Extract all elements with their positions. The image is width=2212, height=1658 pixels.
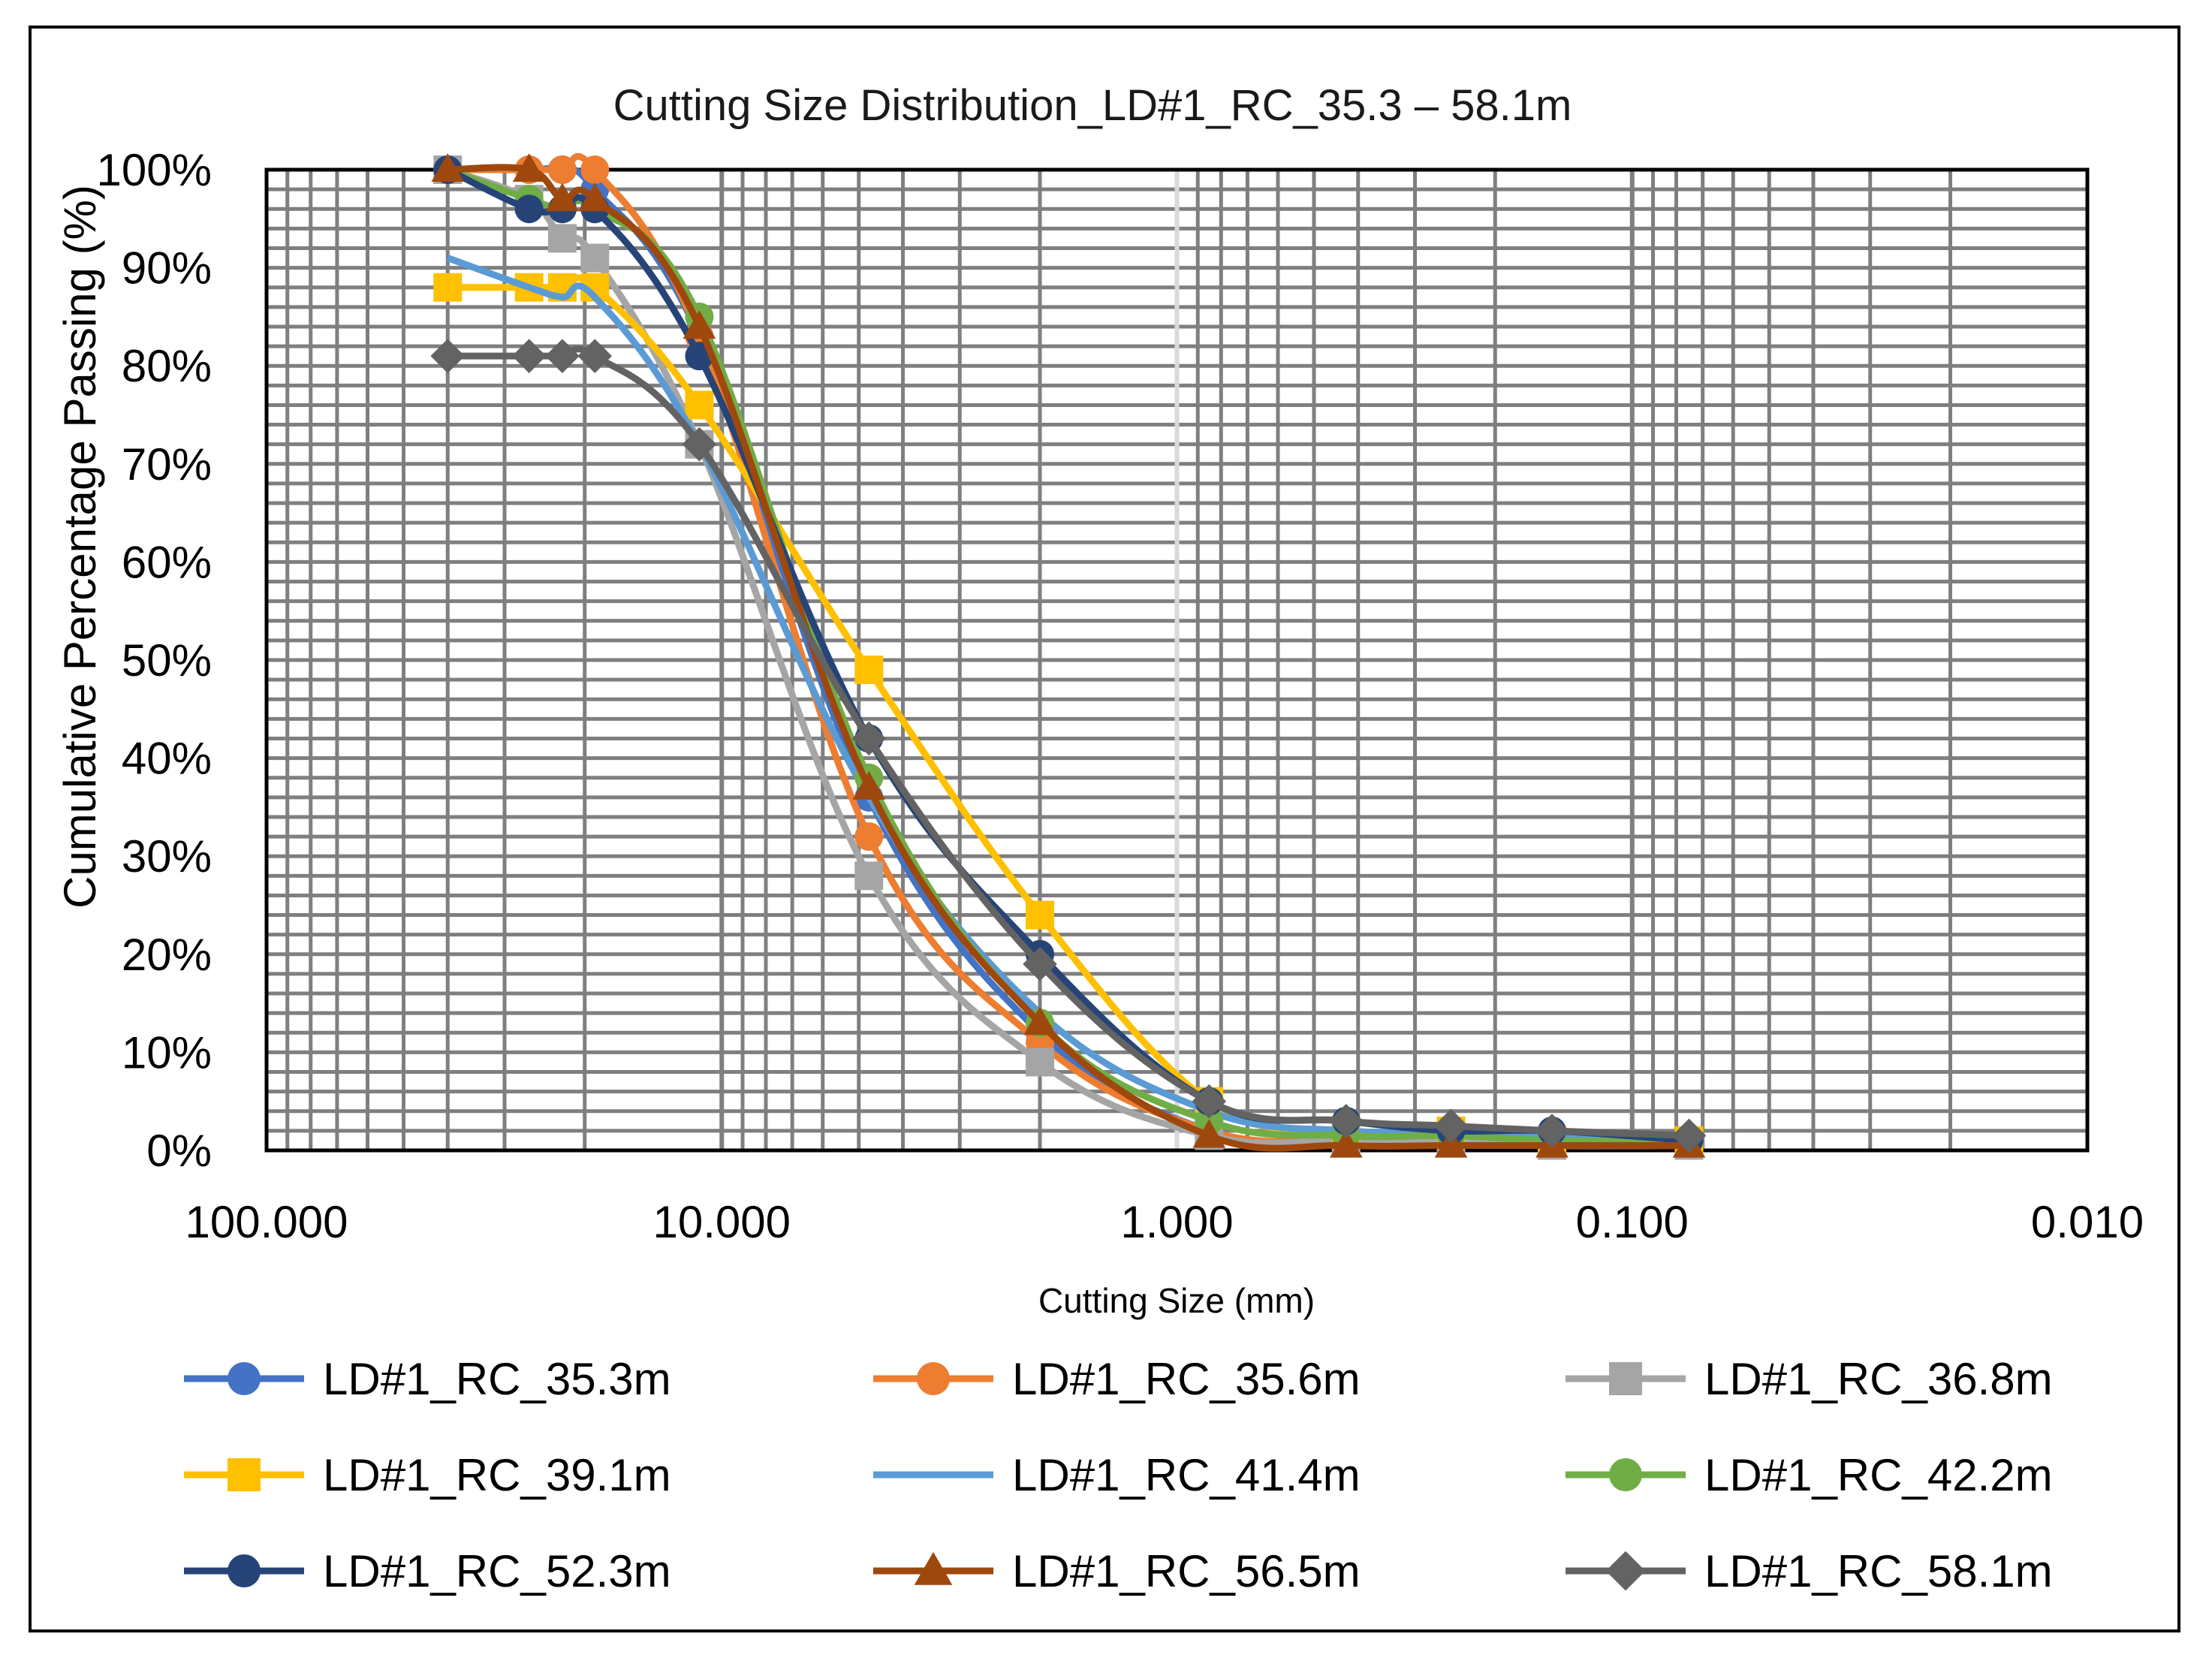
legend-label: LD#1_RC_35.3m bbox=[323, 1354, 671, 1404]
legend-item: LD#1_RC_42.2m bbox=[1566, 1450, 2053, 1500]
data-point bbox=[580, 155, 610, 184]
y-axis-ticks: 0% 10% 20% 30% 40% 50% 60% 70% 80% 90% 100% bbox=[97, 145, 212, 1176]
series-9 bbox=[430, 339, 1707, 1153]
y-axis-label: Cumulative Percentage Passing (%) bbox=[55, 185, 105, 909]
data-point bbox=[545, 339, 580, 373]
data-point bbox=[1434, 1129, 1468, 1158]
legend-label: LD#1_RC_56.5m bbox=[1012, 1546, 1361, 1596]
data-point bbox=[546, 182, 579, 212]
legend-label: LD#1_RC_39.1m bbox=[323, 1450, 671, 1500]
data-point bbox=[685, 390, 714, 420]
data-point bbox=[914, 1551, 953, 1585]
data-point bbox=[430, 339, 466, 373]
y-tick-label: 10% bbox=[122, 1027, 212, 1078]
legend-item: LD#1_RC_52.3m bbox=[184, 1546, 671, 1596]
data-point bbox=[854, 861, 884, 891]
data-point bbox=[1026, 900, 1055, 930]
legend-item: LD#1_RC_35.3m bbox=[184, 1354, 671, 1404]
legend-item: LD#1_RC_35.6m bbox=[873, 1354, 1361, 1404]
data-point bbox=[547, 224, 577, 253]
legend-label: LD#1_RC_36.8m bbox=[1704, 1354, 2053, 1404]
data-point bbox=[228, 1362, 261, 1395]
data-point bbox=[1023, 947, 1057, 981]
series-line bbox=[448, 345, 1689, 1139]
y-tick-label: 50% bbox=[122, 635, 212, 686]
legend-item: LD#1_RC_58.1m bbox=[1566, 1546, 2053, 1596]
legend-label: LD#1_RC_58.1m bbox=[1704, 1546, 2053, 1596]
data-point bbox=[851, 721, 887, 756]
data-point bbox=[854, 822, 884, 852]
data-point bbox=[683, 310, 716, 339]
x-tick-label: 100.000 bbox=[185, 1197, 348, 1247]
data-point bbox=[512, 153, 546, 182]
data-point bbox=[433, 273, 463, 302]
x-tick-label: 1.000 bbox=[1120, 1197, 1233, 1247]
data-point bbox=[852, 770, 886, 800]
data-point bbox=[1192, 1084, 1227, 1119]
legend-label: LD#1_RC_52.3m bbox=[323, 1546, 671, 1596]
data-point bbox=[1609, 1458, 1642, 1491]
data-point bbox=[854, 656, 884, 685]
data-point bbox=[917, 1362, 950, 1395]
legend-label: LD#1_RC_41.4m bbox=[1012, 1450, 1361, 1500]
plot-area bbox=[264, 167, 2090, 1153]
chart-title: Cutting Size Distribution_LD#1_RC_35.3 –… bbox=[613, 81, 1572, 130]
legend-label: LD#1_RC_42.2m bbox=[1704, 1450, 2053, 1500]
data-point bbox=[1535, 1114, 1569, 1148]
legend-item: LD#1_RC_56.5m bbox=[873, 1546, 1361, 1596]
data-point bbox=[431, 153, 465, 182]
x-tick-label: 10.000 bbox=[652, 1197, 791, 1247]
y-tick-label: 20% bbox=[122, 930, 212, 980]
y-tick-label: 30% bbox=[122, 831, 212, 882]
x-tick-label: 0.100 bbox=[1576, 1197, 1689, 1247]
x-axis-ticks: 100.000 10.000 1.000 0.100 0.010 bbox=[185, 1197, 2144, 1247]
y-tick-label: 100% bbox=[97, 145, 212, 195]
data-point bbox=[511, 339, 547, 373]
y-tick-label: 60% bbox=[122, 537, 212, 587]
data-point bbox=[1023, 1006, 1056, 1035]
data-point bbox=[1609, 1362, 1642, 1395]
data-point bbox=[547, 155, 577, 184]
chart-frame bbox=[29, 26, 2180, 1632]
data-point bbox=[578, 182, 612, 212]
data-point bbox=[1192, 1119, 1226, 1148]
data-point bbox=[228, 1458, 261, 1491]
y-tick-label: 0% bbox=[146, 1126, 212, 1176]
data-point bbox=[1328, 1104, 1364, 1138]
series bbox=[430, 152, 1707, 1160]
data-point bbox=[1026, 1048, 1055, 1077]
x-axis-label: Cutting Size (mm) bbox=[1038, 1281, 1315, 1320]
data-point bbox=[1433, 1108, 1469, 1144]
data-point bbox=[682, 427, 717, 462]
data-point bbox=[1329, 1129, 1363, 1158]
data-point bbox=[1671, 1118, 1707, 1153]
data-point bbox=[580, 243, 610, 273]
grid bbox=[267, 170, 2087, 1150]
x-tick-label: 0.010 bbox=[2031, 1197, 2144, 1247]
data-point bbox=[577, 339, 613, 373]
y-tick-label: 90% bbox=[122, 243, 212, 294]
legend: LD#1_RC_35.3m LD#1_RC_35.6m LD#1_RC_36.8m L… bbox=[184, 1354, 2053, 1596]
legend-item: LD#1_RC_39.1m bbox=[184, 1450, 671, 1500]
data-point bbox=[228, 1554, 261, 1587]
legend-item: LD#1_RC_41.4m bbox=[873, 1450, 1361, 1500]
y-tick-label: 70% bbox=[122, 439, 212, 490]
y-tick-label: 80% bbox=[122, 341, 212, 391]
data-point bbox=[514, 194, 544, 224]
data-point bbox=[1605, 1551, 1646, 1591]
y-tick-label: 40% bbox=[122, 734, 212, 784]
legend-item: LD#1_RC_36.8m bbox=[1566, 1354, 2053, 1404]
series-line bbox=[446, 166, 1689, 1150]
legend-label: LD#1_RC_35.6m bbox=[1012, 1354, 1361, 1404]
